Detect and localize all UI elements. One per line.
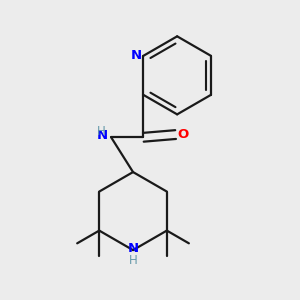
Text: H: H [97,125,105,138]
Text: N: N [130,49,141,62]
Text: H: H [129,254,137,267]
Text: O: O [177,128,189,141]
Text: N: N [128,242,139,255]
Text: N: N [97,129,108,142]
